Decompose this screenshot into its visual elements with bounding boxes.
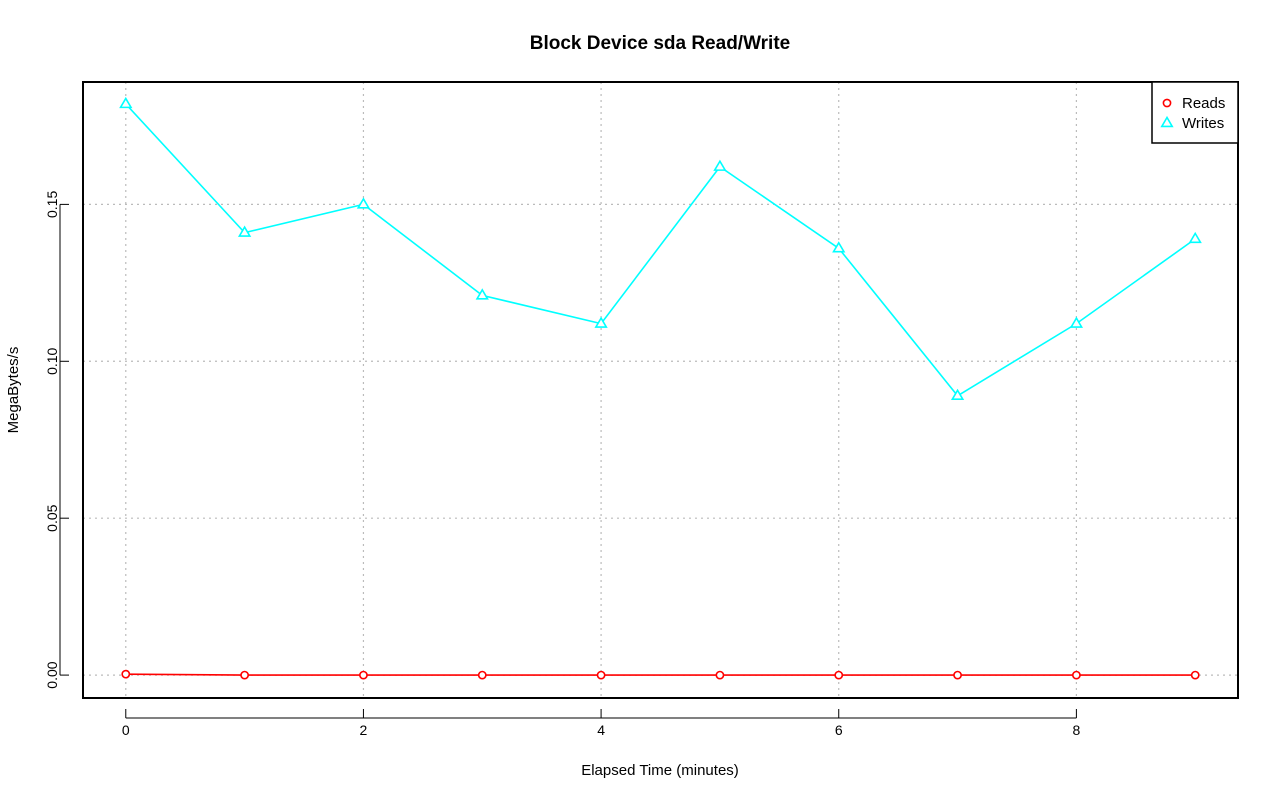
x-axis: 0 2 4 6 8 bbox=[122, 709, 1080, 738]
series-writes bbox=[119, 96, 1202, 401]
legend-marker-reads bbox=[1162, 98, 1172, 108]
legend: Reads Writes bbox=[1151, 81, 1239, 144]
series-writes-point bbox=[237, 225, 252, 237]
x-axis-label: Elapsed Time (minutes) bbox=[581, 762, 739, 779]
x-tick-label: 2 bbox=[360, 722, 368, 738]
x-tick-label: 6 bbox=[835, 722, 843, 738]
series-writes-point bbox=[475, 288, 489, 300]
series-writes-point bbox=[832, 241, 846, 253]
series-reads-point bbox=[359, 670, 368, 680]
legend-label-writes: Writes bbox=[1182, 115, 1224, 132]
series-writes-point bbox=[594, 316, 608, 328]
y-tick-label: 0.15 bbox=[44, 191, 60, 218]
series-reads-point bbox=[121, 669, 131, 679]
series-reads-point bbox=[240, 670, 250, 680]
series-writes-point bbox=[713, 159, 727, 171]
series-reads-line bbox=[125, 673, 1196, 676]
plot-frame bbox=[82, 81, 1239, 699]
x-tick-label: 4 bbox=[597, 722, 605, 738]
legend-marker-writes bbox=[1160, 115, 1174, 128]
series-writes-line bbox=[125, 103, 1196, 397]
y-tick-label: 0.00 bbox=[44, 661, 60, 688]
series-reads-point bbox=[1071, 670, 1081, 680]
grid bbox=[83, 82, 1238, 698]
series-writes-point bbox=[356, 197, 371, 209]
x-tick-label: 0 bbox=[122, 722, 130, 738]
series-writes-point bbox=[119, 96, 133, 109]
series-reads-point bbox=[715, 670, 725, 680]
legend-label-reads: Reads bbox=[1182, 95, 1225, 112]
y-axis: 0.00 0.05 0.10 0.15 bbox=[44, 191, 69, 689]
y-tick-label: 0.05 bbox=[44, 504, 60, 531]
series-reads bbox=[121, 669, 1200, 680]
y-tick-label: 0.10 bbox=[44, 347, 60, 374]
series-reads-point bbox=[596, 670, 606, 680]
y-axis-label: MegaBytes/s bbox=[5, 347, 22, 434]
series-reads-point bbox=[1190, 670, 1200, 680]
series-layer bbox=[119, 96, 1202, 680]
series-writes-point bbox=[1188, 231, 1202, 244]
series-reads-point bbox=[953, 670, 962, 680]
chart-title: Block Device sda Read/Write bbox=[530, 33, 790, 54]
series-reads-point bbox=[477, 670, 487, 680]
series-reads-point bbox=[834, 670, 844, 680]
legend-box bbox=[1151, 81, 1239, 144]
series-writes-point bbox=[950, 388, 965, 401]
x-tick-label: 8 bbox=[1072, 722, 1080, 738]
series-writes-point bbox=[1069, 316, 1084, 328]
